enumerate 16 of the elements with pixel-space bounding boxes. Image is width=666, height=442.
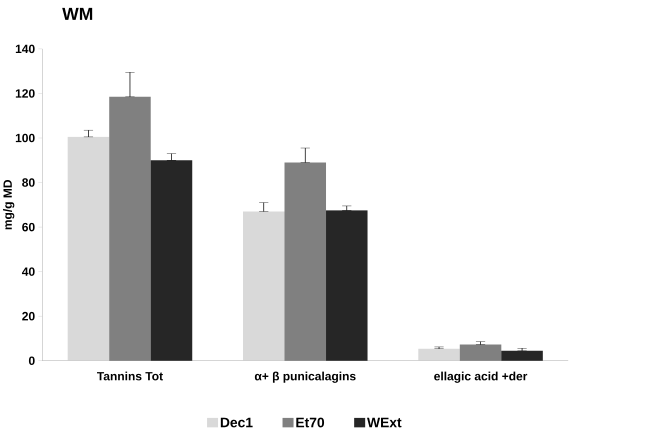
y-tick-label: 0 bbox=[28, 356, 35, 366]
x-tick-label: α+ β punicalagins bbox=[254, 372, 356, 383]
x-tick-label: ellagic acid +der bbox=[434, 372, 528, 383]
legend-label: Et70 bbox=[296, 418, 324, 428]
y-tick-label: 40 bbox=[22, 267, 35, 276]
y-tick-label: 120 bbox=[16, 89, 35, 98]
chart-title: WM bbox=[62, 8, 92, 20]
y-tick-label: 140 bbox=[16, 44, 35, 54]
y-tick-label: 100 bbox=[16, 134, 35, 142]
legend-label: WExt bbox=[367, 418, 402, 428]
legend-label: Dec1 bbox=[220, 418, 253, 428]
y-tick-label: 60 bbox=[22, 222, 35, 232]
y-axis-title: mg/g MD bbox=[3, 180, 14, 230]
x-tick-label: Tannins Tot bbox=[97, 372, 163, 380]
y-tick-label: 20 bbox=[22, 312, 35, 320]
y-tick-label: 80 bbox=[22, 178, 35, 187]
